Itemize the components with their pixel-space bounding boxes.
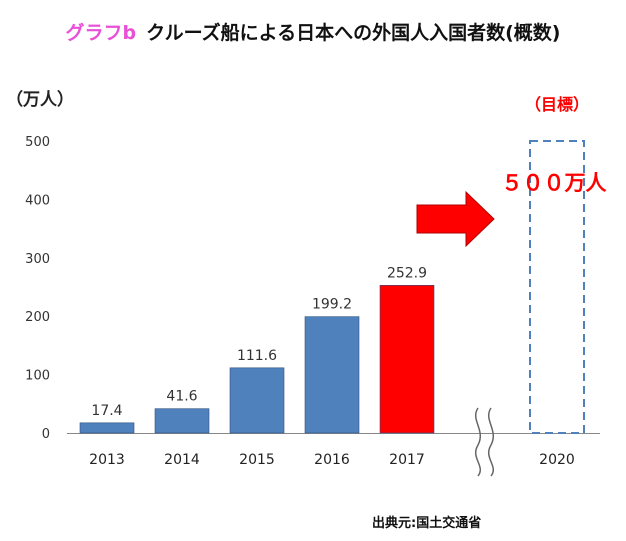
chart-title-tag: グラフb	[65, 22, 137, 44]
x-tick-label-2016: 2016	[314, 452, 350, 468]
axis-break-line	[475, 407, 481, 477]
axis-break-mark	[475, 407, 494, 477]
y-tick-label: 300	[25, 252, 50, 267]
value-label-2014: 41.6	[166, 389, 197, 405]
axis-break-line	[488, 407, 494, 477]
x-tick-label-2020: 2020	[539, 452, 575, 468]
y-tick-label: 200	[25, 310, 50, 325]
x-tick-label-2017: 2017	[389, 452, 425, 468]
target-label: ５００万人	[502, 171, 607, 195]
source-note: 出典元:国土交通省	[372, 516, 482, 531]
bar-2015	[229, 367, 285, 434]
y-tick-label: 100	[25, 369, 50, 384]
value-label-2017: 252.9	[387, 265, 427, 281]
value-label-2013: 17.4	[91, 403, 122, 419]
y-tick-label: 500	[25, 135, 50, 150]
x-tick-label-2015: 2015	[239, 452, 275, 468]
x-tick-label-2014: 2014	[164, 452, 200, 468]
bar-2017	[379, 285, 435, 434]
chart-title-text: クルーズ船による日本への外国人入国者数(概数)	[146, 22, 561, 44]
arrow-icon	[416, 190, 495, 248]
value-label-2015: 111.6	[237, 348, 277, 364]
value-label-2016: 199.2	[312, 297, 352, 313]
target-bar-2020	[529, 140, 585, 434]
bar-2014	[154, 408, 210, 434]
y-tick-label: 400	[25, 193, 50, 208]
y-axis-label: （万人）	[6, 89, 74, 110]
chart-title: グラフb クルーズ船による日本への外国人入国者数(概数)	[0, 18, 626, 45]
bar-2016	[304, 316, 360, 434]
y-tick-label: 0	[42, 427, 50, 442]
target-header: （目標）	[525, 95, 589, 114]
bar-2013	[79, 422, 135, 434]
x-tick-label-2013: 2013	[89, 452, 125, 468]
